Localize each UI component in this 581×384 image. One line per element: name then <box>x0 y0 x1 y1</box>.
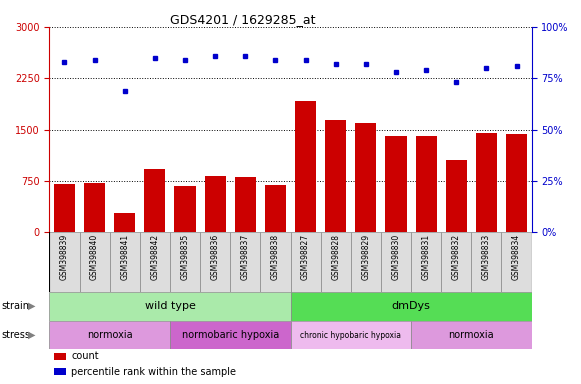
Bar <box>506 134 527 232</box>
Bar <box>49 321 170 349</box>
Bar <box>441 232 471 292</box>
Text: chronic hypobaric hypoxia: chronic hypobaric hypoxia <box>300 331 401 339</box>
Bar <box>54 184 75 232</box>
Bar <box>174 186 196 232</box>
Text: GSM398827: GSM398827 <box>301 234 310 280</box>
Bar <box>415 136 437 232</box>
Text: GSM398832: GSM398832 <box>452 234 461 280</box>
Bar <box>170 232 200 292</box>
Bar <box>471 232 501 292</box>
Bar <box>54 353 66 359</box>
Title: GDS4201 / 1629285_at: GDS4201 / 1629285_at <box>170 13 315 26</box>
Bar <box>411 232 441 292</box>
Bar <box>84 183 105 232</box>
Bar <box>265 185 286 232</box>
Text: GSM398833: GSM398833 <box>482 234 491 280</box>
Bar <box>356 123 376 232</box>
Text: ▶: ▶ <box>28 301 35 311</box>
Text: strain: strain <box>1 301 29 311</box>
Text: GSM398838: GSM398838 <box>271 234 280 280</box>
Bar <box>200 232 230 292</box>
Bar <box>235 177 256 232</box>
Bar <box>54 368 66 375</box>
Text: normobaric hypoxia: normobaric hypoxia <box>182 330 279 340</box>
Text: wild type: wild type <box>145 301 195 311</box>
Bar <box>230 232 260 292</box>
Bar <box>381 232 411 292</box>
Bar <box>501 232 532 292</box>
Bar <box>49 232 80 292</box>
Bar <box>80 232 110 292</box>
Text: GSM398829: GSM398829 <box>361 234 370 280</box>
Bar <box>114 213 135 232</box>
Text: dmDys: dmDys <box>392 301 431 311</box>
Text: GSM398839: GSM398839 <box>60 234 69 280</box>
Bar <box>170 321 290 349</box>
Text: GSM398841: GSM398841 <box>120 234 129 280</box>
Bar <box>49 292 290 321</box>
Text: GSM398840: GSM398840 <box>90 234 99 280</box>
Text: count: count <box>71 351 99 361</box>
Bar <box>411 321 532 349</box>
Bar <box>321 232 351 292</box>
Bar <box>385 136 407 232</box>
Text: stress: stress <box>1 330 30 340</box>
Text: GSM398842: GSM398842 <box>150 234 159 280</box>
Bar <box>110 232 140 292</box>
Text: ▶: ▶ <box>28 330 35 340</box>
Bar <box>290 321 411 349</box>
Bar <box>325 120 346 232</box>
Bar <box>290 232 321 292</box>
Bar <box>205 176 225 232</box>
Bar <box>476 133 497 232</box>
Text: normoxia: normoxia <box>449 330 494 340</box>
Text: GSM398831: GSM398831 <box>422 234 431 280</box>
Text: percentile rank within the sample: percentile rank within the sample <box>71 367 236 377</box>
Bar <box>290 292 532 321</box>
Text: GSM398828: GSM398828 <box>331 234 340 280</box>
Bar <box>295 101 316 232</box>
Bar <box>351 232 381 292</box>
Bar <box>140 232 170 292</box>
Text: GSM398830: GSM398830 <box>392 234 400 280</box>
Text: GSM398836: GSM398836 <box>211 234 220 280</box>
Text: GSM398837: GSM398837 <box>241 234 250 280</box>
Text: GSM398834: GSM398834 <box>512 234 521 280</box>
Bar <box>446 160 467 232</box>
Bar <box>260 232 290 292</box>
Text: GSM398835: GSM398835 <box>181 234 189 280</box>
Text: normoxia: normoxia <box>87 330 132 340</box>
Bar <box>144 169 166 232</box>
